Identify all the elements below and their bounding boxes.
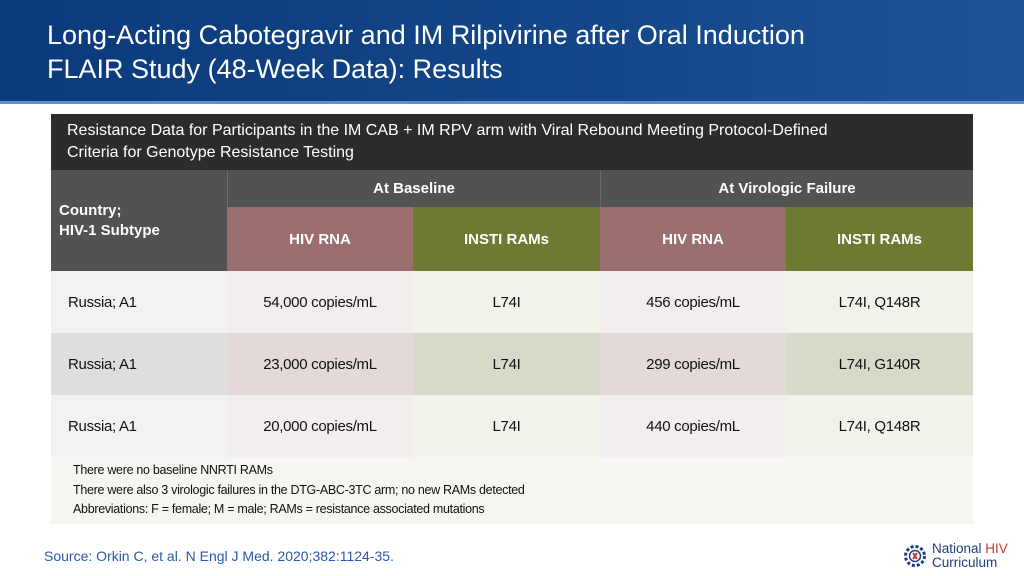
footnotes: There were no baseline NNRTI RAMs There … — [73, 461, 953, 520]
country-cell: Russia; A1 — [51, 271, 227, 333]
baseline-rna-cell: 23,000 copies/mL — [227, 333, 413, 395]
logo-word-national: National — [932, 541, 982, 556]
logo-word-curriculum: Curriculum — [932, 555, 998, 570]
national-hiv-curriculum-logo: National HIV Curriculum — [902, 541, 1020, 573]
country-header: Country; HIV-1 Subtype — [51, 170, 227, 271]
page-title: Long-Acting Cabotegravir and IM Rilpivir… — [47, 18, 987, 86]
logo-word-hiv: HIV — [985, 541, 1008, 556]
failure-rna-cell: 456 copies/mL — [600, 271, 786, 333]
logo-text: National HIV Curriculum — [932, 542, 1008, 570]
title-banner: Long-Acting Cabotegravir and IM Rilpivir… — [0, 0, 1024, 104]
failure-rna-cell: 440 copies/mL — [600, 395, 786, 457]
panel-heading-line2: Criteria for Genotype Resistance Testing — [67, 144, 354, 161]
country-cell: Russia; A1 — [51, 395, 227, 457]
page-title-line1: Long-Acting Cabotegravir and IM Rilpivir… — [47, 20, 805, 50]
country-header-line2: HIV-1 Subtype — [59, 221, 160, 239]
country-header-line1: Country; — [59, 201, 122, 219]
failure-rams-cell: L74I, Q148R — [786, 395, 973, 457]
panel-heading: Resistance Data for Participants in the … — [51, 114, 973, 170]
baseline-rna-cell: 54,000 copies/mL — [227, 271, 413, 333]
failure-rams-cell: L74I, Q148R — [786, 271, 973, 333]
footnote: There were also 3 virologic failures in … — [73, 482, 525, 497]
baseline-rams-cell: L74I — [413, 333, 600, 395]
baseline-group-header: At Baseline — [227, 170, 600, 207]
page-title-line2: FLAIR Study (48-Week Data): Results — [47, 54, 503, 84]
failure-hiv-rna-header: HIV RNA — [600, 207, 786, 271]
footnote: Abbreviations: F = female; M = male; RAM… — [73, 502, 485, 516]
table-row: Russia; A1 23,000 copies/mL L74I 299 cop… — [51, 333, 973, 395]
footnote: There were no baseline NNRTI RAMs — [73, 463, 273, 477]
failure-group-header: At Virologic Failure — [600, 170, 973, 207]
failure-rna-cell: 299 copies/mL — [600, 333, 786, 395]
baseline-hiv-rna-header: HIV RNA — [227, 207, 413, 271]
table-row: Russia; A1 54,000 copies/mL L74I 456 cop… — [51, 271, 973, 333]
gear-ribbon-icon — [904, 545, 926, 567]
failure-insti-rams-header: INSTI RAMs — [786, 207, 973, 271]
source-citation: Source: Orkin C, et al. N Engl J Med. 20… — [44, 548, 394, 564]
baseline-rams-cell: L74I — [413, 395, 600, 457]
baseline-rams-cell: L74I — [413, 271, 600, 333]
panel-heading-line1: Resistance Data for Participants in the … — [67, 122, 828, 139]
banner-underline — [0, 101, 1024, 104]
country-cell: Russia; A1 — [51, 333, 227, 395]
baseline-insti-rams-header: INSTI RAMs — [413, 207, 600, 271]
failure-rams-cell: L74I, G140R — [786, 333, 973, 395]
resistance-panel: Resistance Data for Participants in the … — [51, 114, 973, 524]
baseline-rna-cell: 20,000 copies/mL — [227, 395, 413, 457]
table-row: Russia; A1 20,000 copies/mL L74I 440 cop… — [51, 395, 973, 457]
